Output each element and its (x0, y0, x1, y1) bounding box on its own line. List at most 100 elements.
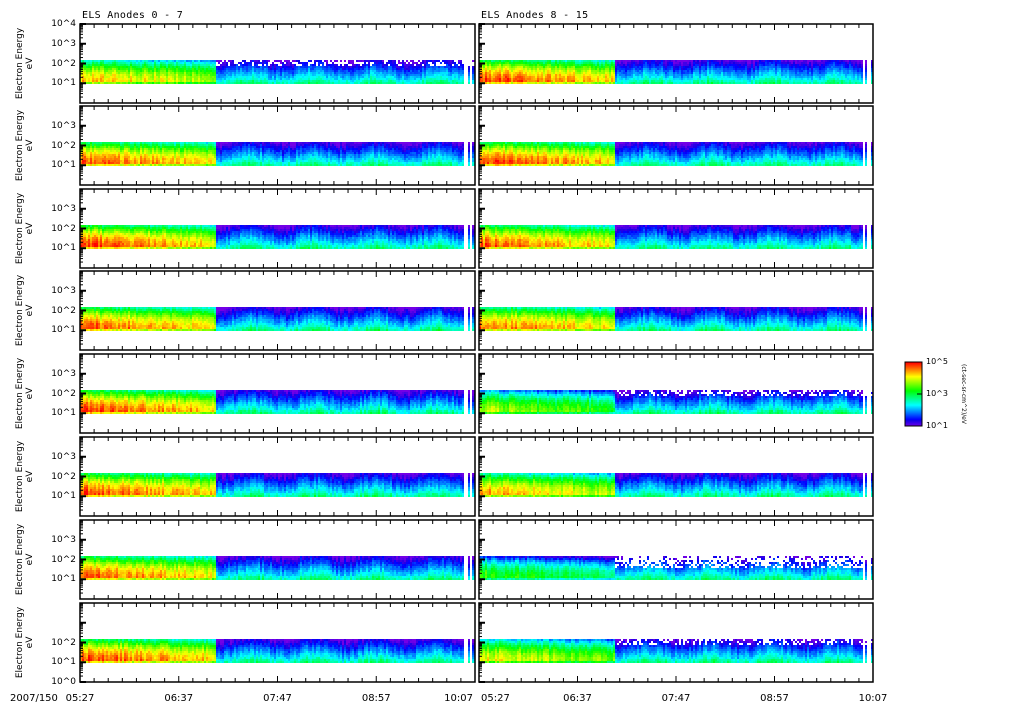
y-axis-title: Electron Energy (15, 606, 25, 678)
y-tick-label: 10^2 (51, 554, 76, 565)
y-tick-label: 10^1 (51, 657, 76, 668)
x-tick-label: 05:27 (66, 693, 95, 704)
y-axis-unit: eV (25, 636, 35, 649)
spectrogram-panel-anodes-col0-row2 (80, 189, 475, 268)
panel-frame (79, 602, 476, 683)
y-axis-label: Electron Energy eV (15, 27, 35, 99)
y-tick-label: 10^1 (51, 78, 76, 89)
colorbar-swatch (905, 365, 922, 367)
spectrogram-panel-anodes-col0-row0 (80, 24, 475, 103)
colorbar-swatch (905, 409, 922, 411)
colorbar-swatch (905, 363, 922, 365)
y-tick-label: 10^1 (51, 243, 76, 254)
colorbar-swatch (905, 420, 922, 422)
y-axis-unit: eV (25, 470, 35, 483)
colorbar-swatch (905, 400, 922, 402)
colorbar-swatch (905, 397, 922, 399)
x-tick-label: 06:37 (563, 693, 592, 704)
panel-frame (478, 353, 874, 434)
colorbar-swatch (905, 371, 922, 373)
y-tick-label: 10^4 (51, 19, 76, 29)
colorbar-swatch (905, 419, 922, 421)
colorbar-swatch (905, 372, 922, 374)
y-axis-unit: eV (25, 222, 35, 235)
y-axis-label: Electron Energy eV (15, 109, 35, 181)
colorbar-label: (ct-sec-sr-cm^2)/eV (960, 364, 967, 425)
colorbar-swatch (905, 375, 922, 377)
colorbar-tick-label: 10^1 (926, 421, 948, 430)
y-tick-label: 10^3 (51, 368, 76, 379)
colorbar-swatch (905, 394, 922, 396)
y-axis-label: Electron Energy eV (15, 192, 35, 264)
colorbar-swatch (905, 424, 922, 426)
y-axis-title: Electron Energy (15, 440, 25, 512)
x-tick-label: 08:57 (362, 693, 391, 704)
colorbar-label-group: (ct-sec-sr-cm^2)/eV (960, 364, 967, 425)
y-tick-label: 10^3 (51, 285, 76, 296)
spectrogram-panel-anodes-col0-row4 (80, 354, 475, 433)
colorbar-swatch (905, 377, 922, 379)
panel-frame (79, 105, 476, 186)
y-axis-label: Electron Energy eV (15, 357, 35, 429)
colorbar-swatch (905, 418, 922, 420)
y-tick-label: 10^2 (51, 305, 76, 316)
colorbar-swatch (905, 408, 922, 410)
colorbar-swatch (905, 380, 922, 382)
spectrogram-panel-anodes-col0-row7 (80, 603, 475, 682)
colorbar-swatch (905, 398, 922, 400)
colorbar-swatch (905, 403, 922, 405)
y-axis-unit: eV (25, 387, 35, 400)
y-axis-label: Electron Energy eV (15, 606, 35, 678)
panel-frame (478, 23, 874, 104)
colorbar-swatch (905, 389, 922, 391)
y-tick-label: 10^2 (51, 637, 76, 648)
colorbar-tick-label: 10^3 (926, 389, 948, 398)
colorbar-swatch (905, 422, 922, 424)
y-tick-label: 10^1 (51, 160, 76, 171)
colorbar-swatch (905, 374, 922, 376)
panel-frame (79, 436, 476, 517)
spectrogram-panel-anodes-col1-row1 (479, 106, 873, 185)
colorbar-swatch (905, 383, 922, 385)
y-tick-label: 10^3 (51, 451, 76, 462)
y-tick-label: 10^3 (51, 203, 76, 214)
date-label: 2007/150 (10, 693, 58, 704)
y-axis-unit: eV (25, 57, 35, 70)
colorbar-swatch (905, 370, 922, 372)
colorbar-swatch (905, 385, 922, 387)
spectrogram-panel-anodes-col0-row6 (80, 520, 475, 599)
colorbar-swatch (905, 369, 922, 371)
colorbar-swatch (905, 402, 922, 404)
x-tick-label: 06:37 (164, 693, 193, 704)
colorbar-swatch (905, 404, 922, 406)
spectrogram-panel-anodes-col1-row2 (479, 189, 873, 268)
colorbar-swatch (905, 384, 922, 386)
panel-frame (79, 270, 476, 351)
column-title-anodes-8-15: ELS Anodes 8 - 15 (481, 10, 589, 21)
panel-frame (79, 188, 476, 269)
y-tick-label: 10^2 (51, 388, 76, 399)
colorbar-swatch (905, 423, 922, 425)
colorbar-swatch (905, 381, 922, 383)
column-title-anodes-0-7: ELS Anodes 0 - 7 (82, 10, 184, 21)
colorbar-swatch (905, 392, 922, 394)
panel-frame (478, 188, 874, 269)
colorbar-swatch (905, 366, 922, 368)
colorbar-swatch (905, 412, 922, 414)
colorbar-swatch (905, 417, 922, 419)
x-tick-label: 10:07 (444, 693, 473, 704)
x-tick-label: 05:27 (481, 693, 510, 704)
y-tick-label: 10^3 (51, 38, 76, 49)
colorbar-swatch (905, 373, 922, 375)
colorbar-swatch (905, 421, 922, 423)
colorbar-swatch (905, 413, 922, 415)
panel-frame (478, 602, 874, 683)
y-tick-label: 10^2 (51, 471, 76, 482)
y-axis-title: Electron Energy (15, 523, 25, 595)
y-axis-unit: eV (25, 139, 35, 152)
y-axis-title: Electron Energy (15, 357, 25, 429)
y-tick-label: 10^3 (51, 534, 76, 545)
panel-frame (478, 519, 874, 600)
